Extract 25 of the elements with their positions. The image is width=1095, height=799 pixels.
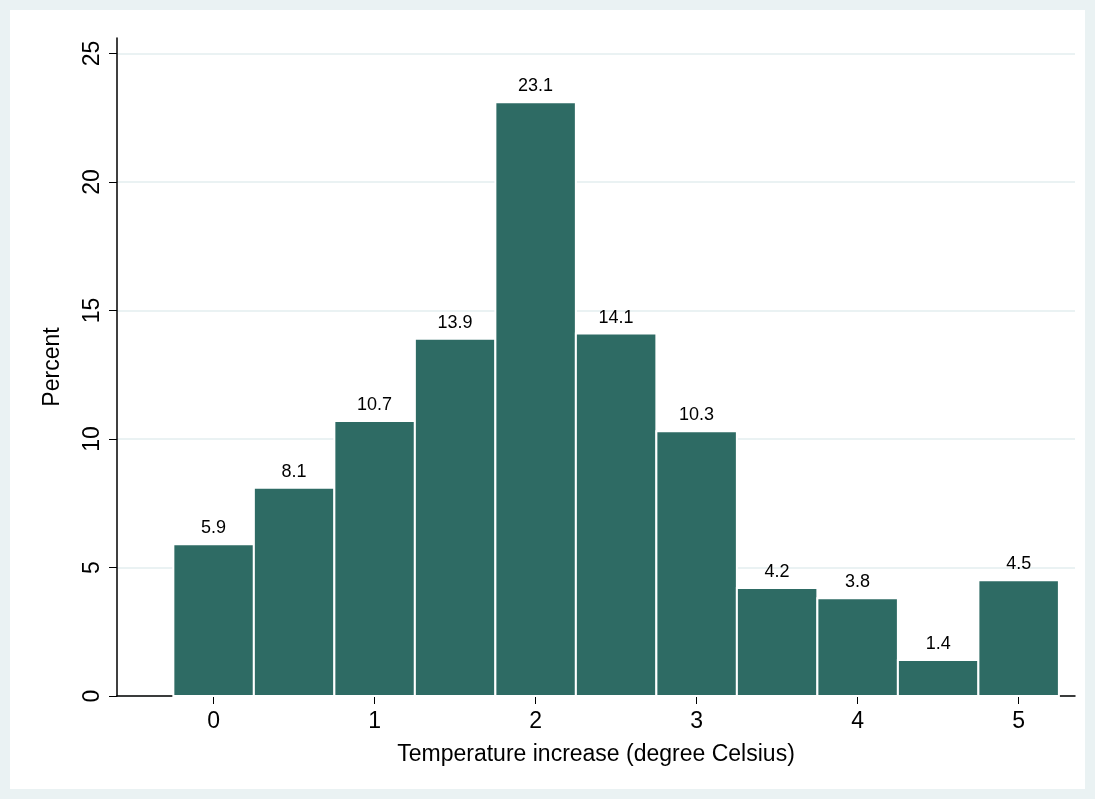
x-tick-label: 0 (207, 706, 220, 733)
data-label: 14.1 (598, 306, 634, 327)
y-tick-label: 25 (78, 40, 104, 67)
data-label: 3.8 (845, 571, 871, 592)
x-tick-label: 1 (368, 706, 382, 733)
y-tick-label: 5 (78, 561, 104, 574)
data-label: 10.7 (357, 393, 393, 414)
data-label: 23.1 (518, 75, 554, 96)
y-axis-title: Percent (37, 326, 64, 407)
data-label: 4.5 (1006, 553, 1032, 574)
data-label: 5.9 (201, 517, 227, 538)
x-tick-label: 5 (1012, 706, 1026, 733)
data-label: 1.4 (925, 633, 951, 654)
data-label: 8.1 (281, 460, 307, 481)
x-axis-title: Temperature increase (degree Celsius) (397, 739, 795, 766)
x-tick-label: 4 (851, 706, 865, 733)
x-tick-label: 2 (529, 706, 543, 733)
y-tick-label: 0 (78, 689, 104, 703)
data-label: 10.3 (679, 404, 715, 425)
data-label: 13.9 (437, 311, 473, 332)
data-label: 4.2 (764, 561, 790, 582)
y-tick-label: 10 (78, 426, 104, 452)
y-tick-label: 20 (78, 169, 104, 195)
x-tick-label: 3 (690, 706, 704, 733)
y-tick-label: 15 (78, 297, 104, 324)
